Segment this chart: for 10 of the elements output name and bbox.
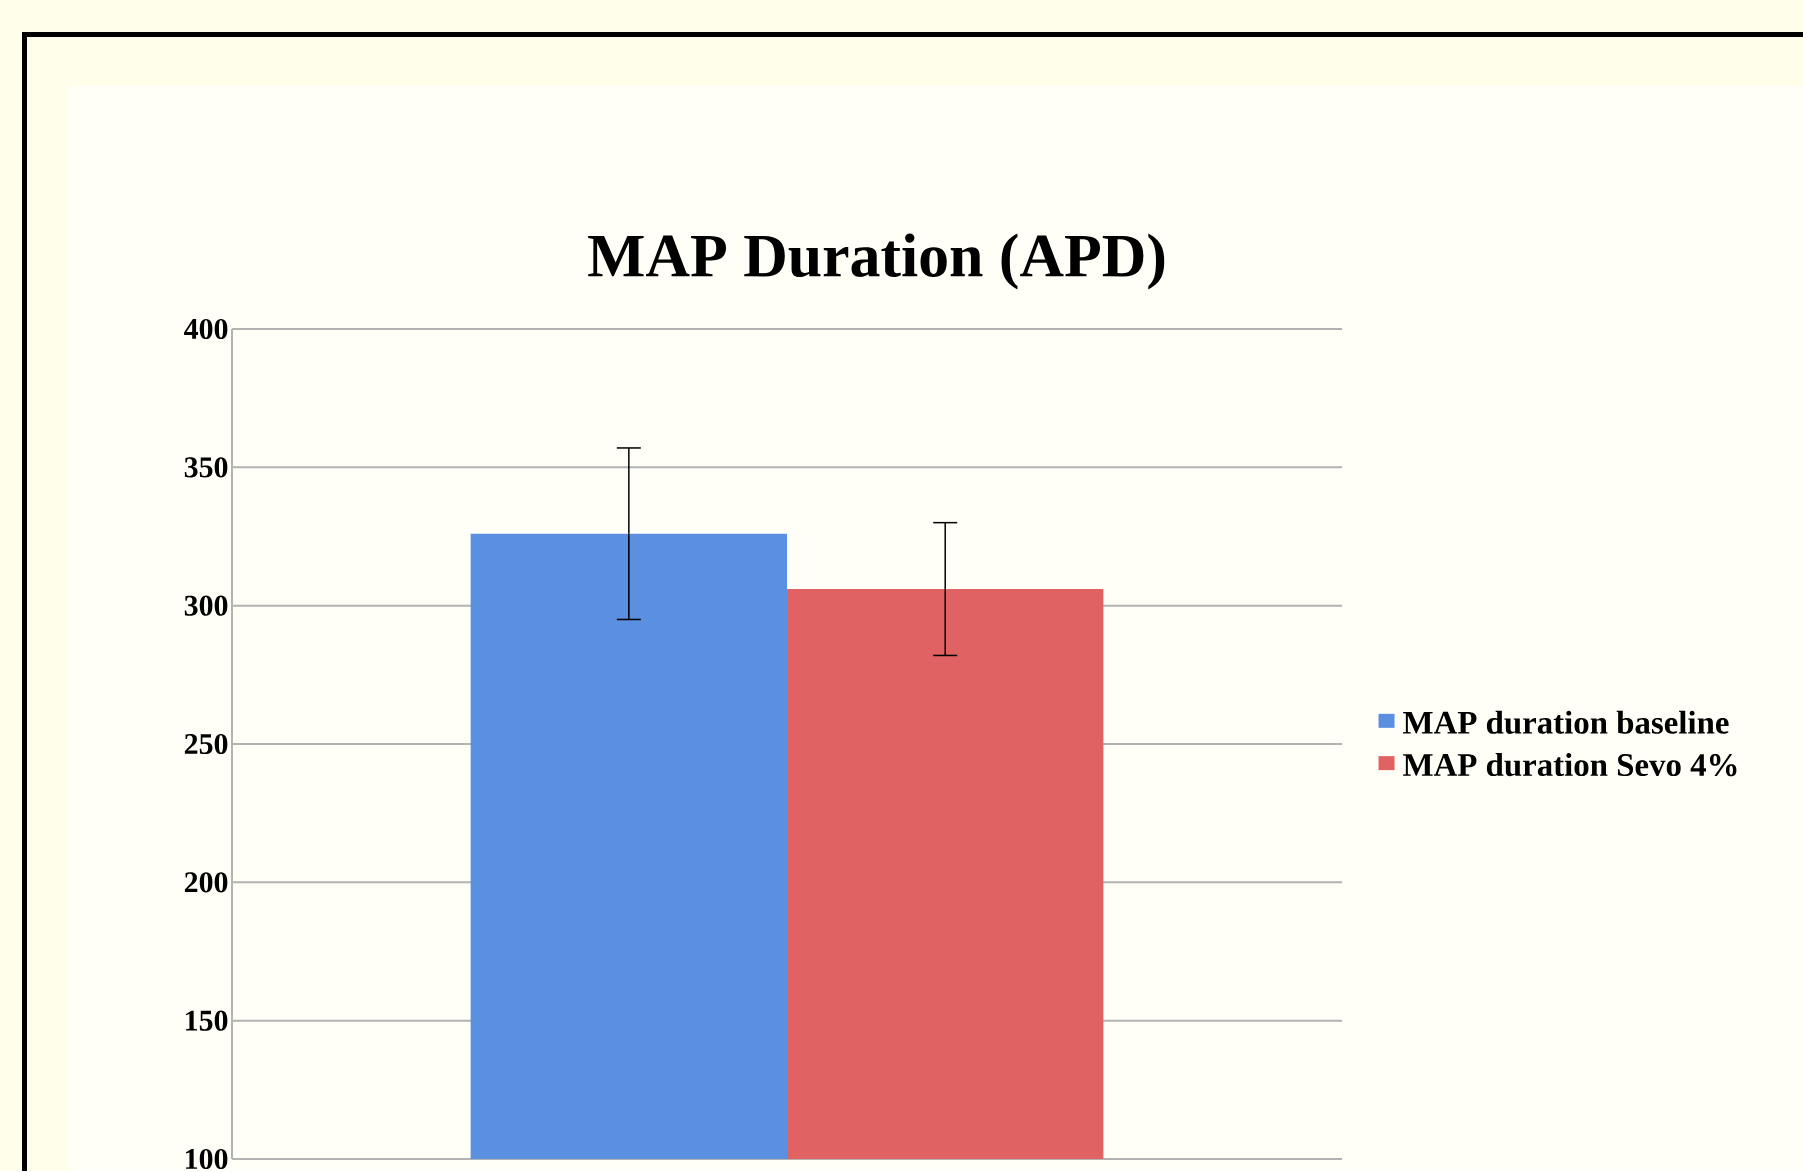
legend-label: MAP duration baseline bbox=[1403, 710, 1729, 734]
chart-title: MAP Duration (APD) bbox=[588, 233, 1165, 290]
y-tick-label: 200 bbox=[184, 872, 228, 893]
y-tick-label: 150 bbox=[186, 1010, 228, 1031]
y-tick-label: 300 bbox=[184, 595, 228, 616]
y-tick-label: 250 bbox=[184, 733, 228, 754]
y-tick-label: 350 bbox=[184, 457, 228, 478]
y-tick-label: 100 bbox=[186, 1148, 228, 1169]
legend-label: MAP duration Sevo 4% bbox=[1403, 752, 1737, 777]
y-tick-label: 400 bbox=[184, 318, 228, 339]
